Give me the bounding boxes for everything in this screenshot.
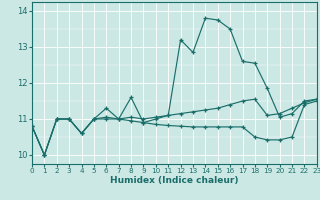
X-axis label: Humidex (Indice chaleur): Humidex (Indice chaleur) (110, 176, 239, 185)
